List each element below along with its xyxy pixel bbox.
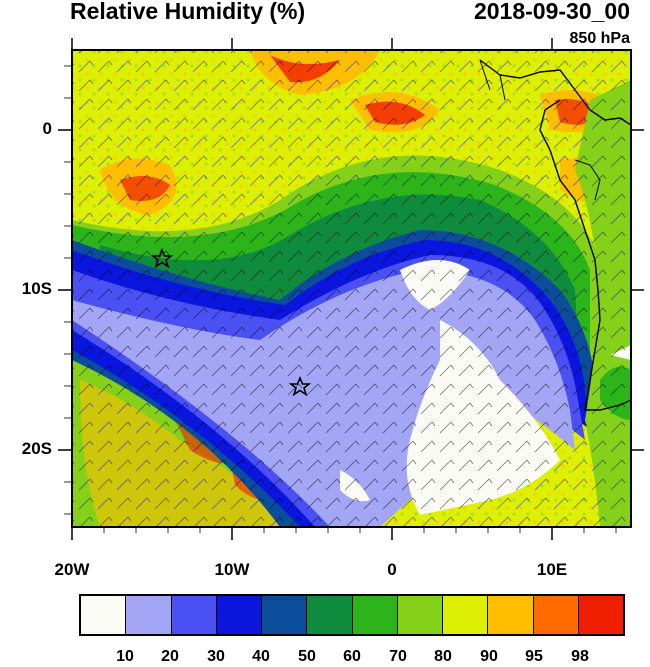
- colorbar-label: 90: [480, 648, 498, 665]
- lon-label-0: 0: [387, 560, 397, 579]
- lon-label-10w: 10W: [214, 560, 250, 579]
- colorbar-label: 40: [252, 648, 270, 665]
- colorbar: [79, 594, 625, 636]
- colorbar-label: 70: [389, 648, 407, 665]
- pressure-level: 850 hPa: [569, 30, 630, 47]
- lat-label-10s: 10S: [21, 279, 52, 298]
- colorbar-cell: [443, 596, 489, 634]
- colorbar-label: 98: [571, 648, 589, 665]
- colorbar-label: 30: [207, 648, 225, 665]
- colorbar-label: 95: [525, 648, 543, 665]
- colorbar-cell: [352, 596, 398, 634]
- colorbar-cell: [126, 596, 172, 634]
- star-marker-2: [288, 375, 312, 397]
- valid-time: 2018-09-30_00: [473, 0, 630, 24]
- tick-marks: [58, 38, 644, 540]
- colorbar-cell: [171, 596, 217, 634]
- colorbar-cell: [488, 596, 534, 634]
- colorbar-label: 50: [298, 648, 316, 665]
- lon-label-20w: 20W: [54, 560, 90, 579]
- rh-field: [72, 50, 631, 527]
- colorbar-label: 60: [343, 648, 361, 665]
- colorbar-cell: [397, 596, 443, 634]
- coastline: [479, 59, 631, 411]
- colorbar-cell: [533, 596, 579, 634]
- colorbar-label: 10: [116, 648, 134, 665]
- colorbar-cell: [578, 596, 623, 634]
- plot-border: [71, 49, 632, 528]
- colorbar-label: 80: [434, 648, 452, 665]
- wind-barbs: [72, 50, 631, 527]
- colorbar-cell: [307, 596, 353, 634]
- colorbar-cell: [81, 596, 127, 634]
- lat-label-20s: 20S: [21, 439, 52, 458]
- colorbar-label: 20: [161, 648, 179, 665]
- lat-label-0: 0: [42, 119, 52, 138]
- colorbar-cell: [262, 596, 308, 634]
- star-marker-1: [150, 247, 174, 269]
- humidity-map: [58, 38, 644, 540]
- map-title: Relative Humidity (%): [70, 0, 306, 24]
- lon-label-10e: 10E: [536, 560, 568, 579]
- colorbar-cell: [216, 596, 262, 634]
